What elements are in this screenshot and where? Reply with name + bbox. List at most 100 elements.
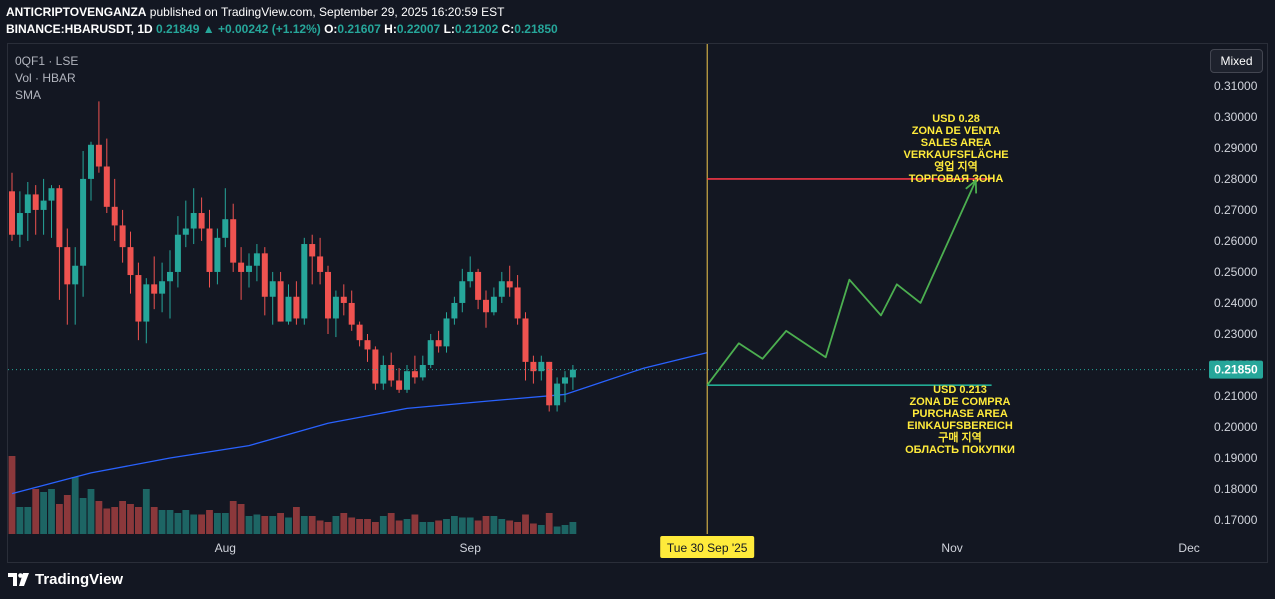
candle-body	[80, 178, 87, 266]
open-label: O:	[324, 22, 338, 36]
candle	[372, 346, 379, 390]
price-tick-label: 0.18000	[1214, 482, 1258, 496]
time-tick-label: Aug	[215, 541, 236, 555]
candle	[214, 228, 221, 285]
candle-body	[56, 188, 63, 248]
candle-body	[285, 296, 292, 322]
price-tick-label: 0.31000	[1214, 79, 1258, 93]
volume-bar	[316, 520, 324, 534]
volume-bar	[324, 522, 332, 534]
price-tick-label: 0.25000	[1214, 265, 1258, 279]
candle	[309, 234, 316, 285]
candle-body	[451, 302, 458, 319]
volume-bar	[87, 489, 95, 534]
candle-body	[388, 364, 395, 381]
target-annotation-line: SALES AREA	[921, 137, 992, 149]
candle-body	[174, 234, 181, 272]
candle	[16, 191, 23, 248]
candle	[443, 312, 450, 353]
candle	[293, 281, 300, 325]
candle	[467, 256, 474, 288]
candle-body	[546, 361, 553, 406]
volume-bar	[427, 522, 435, 534]
candle-body	[206, 228, 213, 272]
candle-body	[151, 284, 158, 294]
low-label: L:	[443, 22, 455, 36]
chart-frame[interactable]	[7, 43, 1268, 563]
volume-bar	[474, 520, 482, 534]
candle	[143, 278, 150, 344]
volume-bar	[40, 492, 47, 534]
candle	[80, 150, 87, 297]
volume-bar	[372, 522, 379, 534]
tradingview-logo[interactable]: TradingView	[8, 571, 123, 588]
candle	[48, 185, 55, 238]
price-axis: 0.31000 0.30000 0.29000 0.28000 0.27000 0.260…	[1214, 79, 1258, 527]
legend-sma[interactable]: SMA	[15, 88, 42, 102]
candle	[103, 138, 110, 214]
volume-bar	[182, 510, 190, 534]
volume-bar	[545, 513, 553, 534]
current-price-label: 0.21850	[1214, 363, 1258, 377]
candle-body	[253, 253, 260, 266]
price-tick-label: 0.17000	[1214, 513, 1258, 527]
candle-body	[293, 296, 300, 319]
candle	[483, 290, 489, 328]
high-label: H:	[384, 22, 397, 36]
candle-body	[490, 296, 497, 313]
candlestick-series	[9, 101, 576, 412]
candle	[562, 371, 568, 403]
candle	[285, 284, 292, 325]
time-axis: Aug Sep Nov Dec	[215, 541, 1200, 555]
candle-body	[317, 256, 324, 272]
volume-bar	[277, 513, 284, 534]
volume-bar	[387, 513, 395, 534]
candle	[135, 262, 142, 341]
legend-volume[interactable]: Vol · HBAR	[15, 71, 76, 85]
candle-body	[214, 237, 221, 272]
volume-bar	[214, 513, 221, 534]
scale-mode-button[interactable]: Mixed	[1210, 49, 1263, 73]
candle	[332, 290, 339, 338]
candle-body	[506, 281, 513, 288]
volume-bar	[119, 501, 126, 534]
candle	[88, 141, 94, 201]
candle	[246, 253, 252, 288]
candle-body	[483, 299, 489, 313]
volume-bar	[332, 516, 340, 534]
candle-body	[182, 228, 189, 235]
author-name[interactable]: ANTICRIPTOVENGANZA	[6, 5, 147, 19]
volume-bar	[269, 516, 277, 534]
volume-bar	[490, 516, 498, 534]
volume-bar	[451, 516, 458, 534]
up-triangle-icon: ▲	[202, 22, 215, 36]
volume-bar	[174, 513, 182, 534]
volume-bar	[293, 507, 300, 534]
legend-compare-symbol[interactable]: 0QF1 · LSE	[15, 54, 79, 68]
candle-body	[143, 284, 150, 322]
candle	[419, 355, 426, 381]
volume-bar	[127, 504, 134, 534]
candle	[317, 237, 324, 285]
candle-body	[356, 324, 363, 341]
candle	[435, 330, 442, 353]
candle-body	[396, 380, 403, 390]
candle-body	[159, 281, 166, 294]
time-tick-label: Sep	[460, 541, 482, 555]
volume-bar	[379, 516, 387, 534]
price-change: +0.00242 (+1.12%)	[217, 22, 321, 36]
close-label: C:	[501, 22, 515, 36]
last-price: 0.21849	[156, 22, 200, 36]
candle-body	[427, 340, 434, 365]
candle-body	[475, 271, 482, 300]
candle	[340, 284, 347, 316]
volume-bar	[103, 508, 111, 534]
volume-bar	[435, 520, 442, 534]
volume-bar	[56, 504, 63, 534]
candle	[546, 361, 553, 412]
candle-body	[569, 369, 576, 378]
volume-bar	[166, 510, 174, 534]
volume-bar	[253, 514, 261, 534]
candle	[396, 368, 403, 393]
